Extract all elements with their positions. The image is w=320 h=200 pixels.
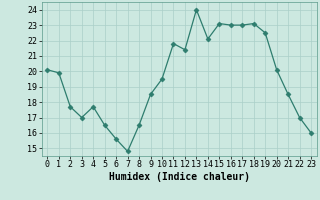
X-axis label: Humidex (Indice chaleur): Humidex (Indice chaleur) [109, 172, 250, 182]
